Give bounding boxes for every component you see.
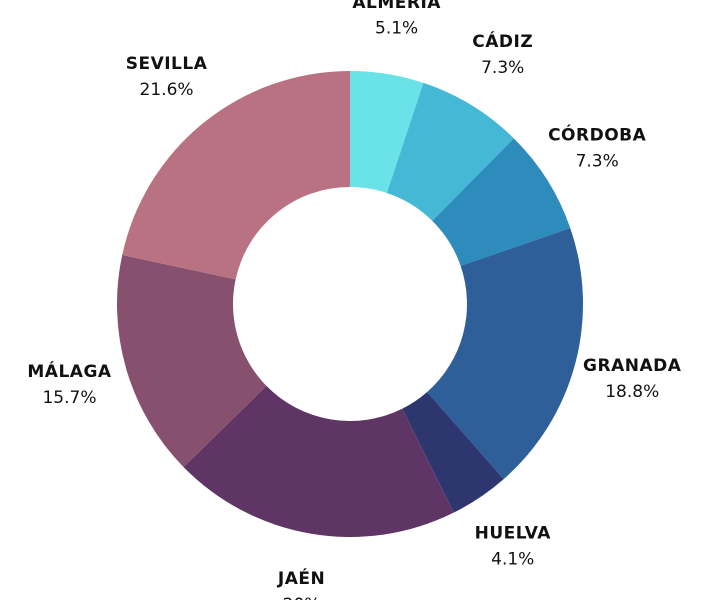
slice-value-label: 20%: [283, 595, 321, 600]
donut-slice: [427, 228, 584, 480]
slice-value-label: 18.8%: [605, 382, 659, 402]
slice-value-label: 7.3%: [481, 58, 524, 78]
slice-name: CÁDIZ: [472, 30, 533, 52]
slice-value-label: 4.1%: [491, 549, 534, 569]
slice-value-label: 7.3%: [576, 152, 619, 172]
donut-slice: [432, 138, 571, 266]
slice-name: HUELVA: [475, 523, 552, 543]
slice-value-label: 15.7%: [42, 388, 96, 408]
donut-slice: [402, 391, 504, 513]
donut-slice: [350, 71, 424, 193]
slice-name: GRANADA: [583, 356, 682, 376]
donut-slice: [117, 254, 267, 468]
donut-slice: [183, 385, 454, 538]
slice-name: ALMERÍA: [352, 0, 441, 13]
slice-name: CÓRDOBA: [548, 124, 647, 146]
slice-name: SEVILLA: [126, 54, 208, 74]
slice-value-label: 21.6%: [140, 80, 194, 100]
donut-slice: [386, 82, 514, 221]
slice-name: MÁLAGA: [27, 360, 112, 382]
slice-value-label: 5.1%: [375, 19, 418, 39]
donut-slice: [122, 71, 350, 280]
slice-name: JAÉN: [277, 567, 325, 589]
